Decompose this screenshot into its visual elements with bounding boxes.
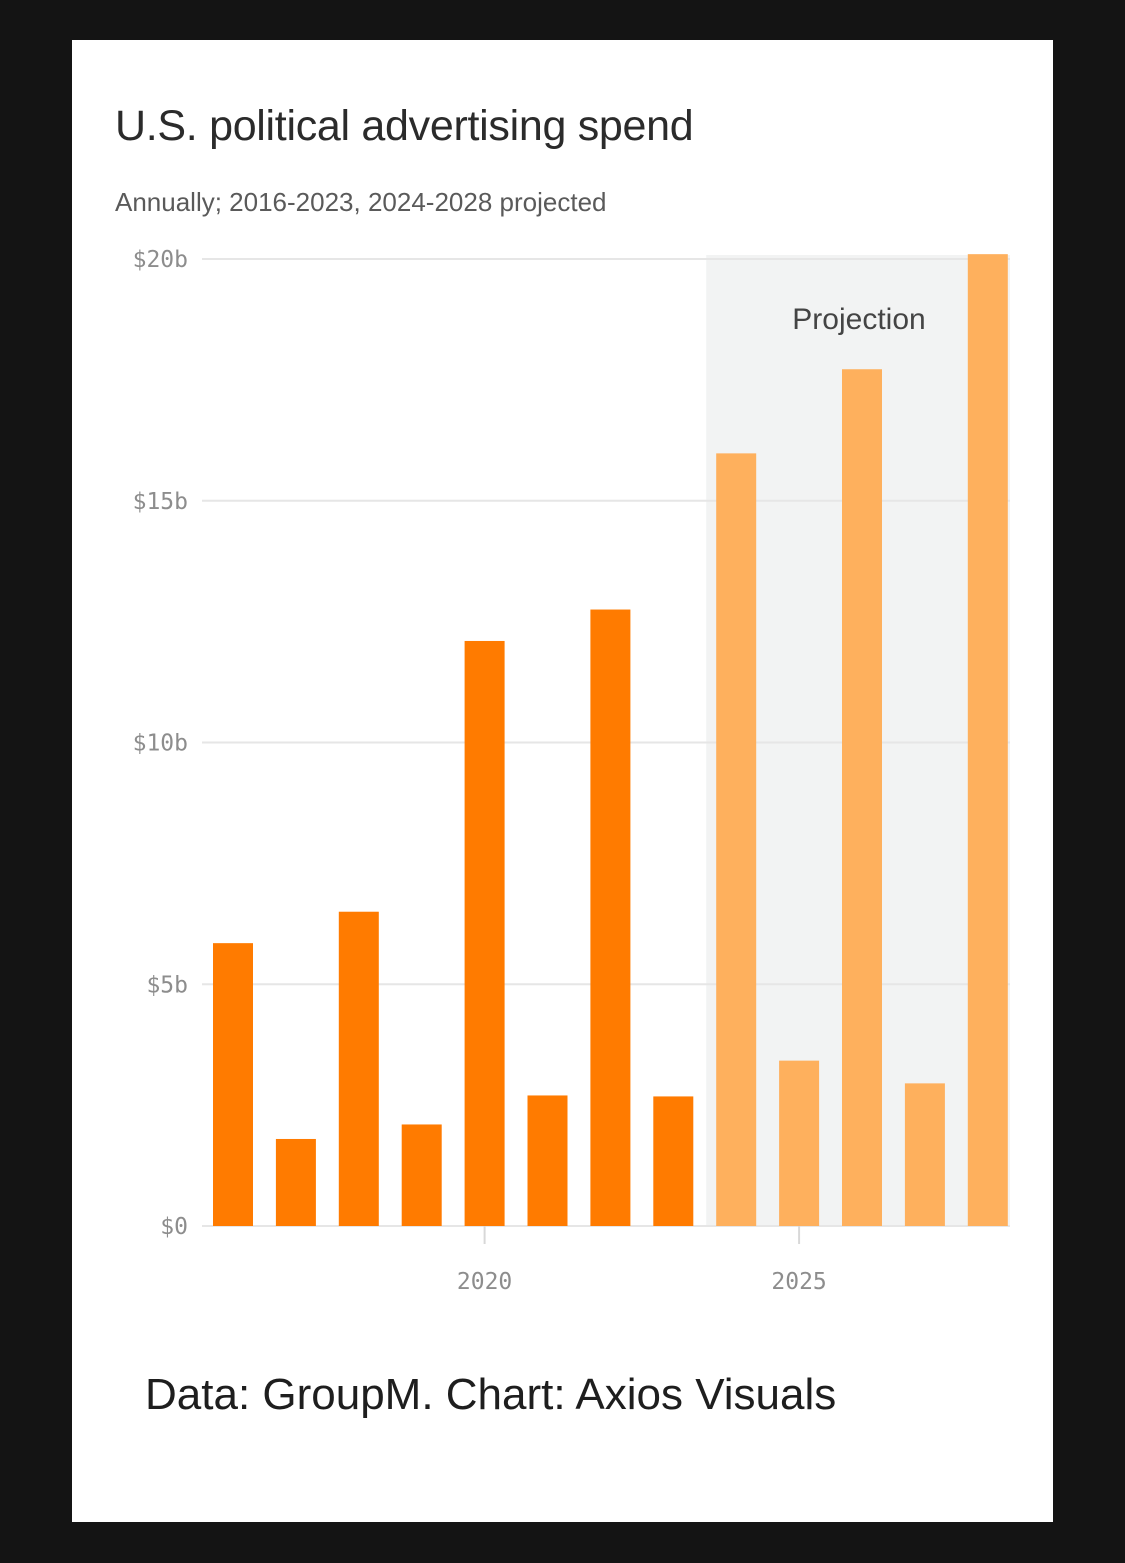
bar-2020 [464,640,505,1226]
bar-2024 [716,453,757,1226]
bar-2021 [527,1095,568,1226]
projection-label: Projection [792,303,925,336]
y-tick-label: $5b [146,972,188,998]
axes [483,1226,801,1244]
bar-2018 [338,911,379,1226]
bars [213,254,1008,1227]
x-tick-label: 2025 [771,1269,826,1295]
bar-2026 [842,369,882,1226]
source-note: Data: GroupM. Chart: Axios Visuals [145,1370,837,1419]
bar-2019 [401,1124,442,1226]
bar-2023 [653,1096,694,1226]
bar-chart: $0 $5b $10b $15b $20b 2020 2025 Projection [133,247,1010,1295]
y-tick-label: $15b [133,489,188,515]
chart-subtitle: Annually; 2016-2023, 2024-2028 projected [115,187,607,217]
bar-2025 [779,1060,820,1226]
bar-2017 [275,1138,316,1226]
bar-2016 [213,943,253,1226]
y-tick-label: $0 [160,1214,188,1240]
y-tick-label: $20b [133,247,188,273]
y-tick-label: $10b [133,731,188,757]
labels: $0 $5b $10b $15b $20b 2020 2025 Projection [133,247,926,1295]
bar-2028 [967,254,1008,1227]
chart-title: U.S. political advertising spend [115,102,694,150]
bar-2027 [904,1083,945,1226]
x-tick-label: 2020 [457,1269,512,1295]
chart-card: U.S. political advertising spend Annuall… [72,40,1053,1522]
bar-2022 [590,609,631,1226]
